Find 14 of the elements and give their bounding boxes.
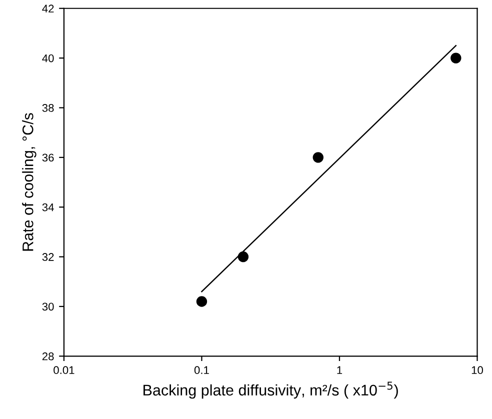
x-tick-label: 0.1 (194, 366, 209, 374)
y-axis-title: Rate of cooling, °C/s (22, 113, 36, 251)
x-tick-label: 10 (472, 366, 483, 374)
y-tick-label: 42 (42, 4, 54, 12)
y-tick-label: 32 (42, 253, 54, 261)
x-tick-label: 0.01 (54, 366, 74, 374)
x-tick-label: 1 (337, 366, 342, 374)
y-tick-label: 40 (42, 54, 54, 62)
y-tick-label: 34 (42, 203, 54, 212)
y-tick-label: 36 (42, 154, 54, 162)
y-tick-label: 38 (42, 104, 54, 112)
y-tick-label: 28 (42, 352, 54, 360)
y-tick-label: 30 (42, 302, 54, 311)
x-axis-title: Backing plate diffusivity, m²/s ( x10$^{−5}$) (144, 382, 398, 399)
